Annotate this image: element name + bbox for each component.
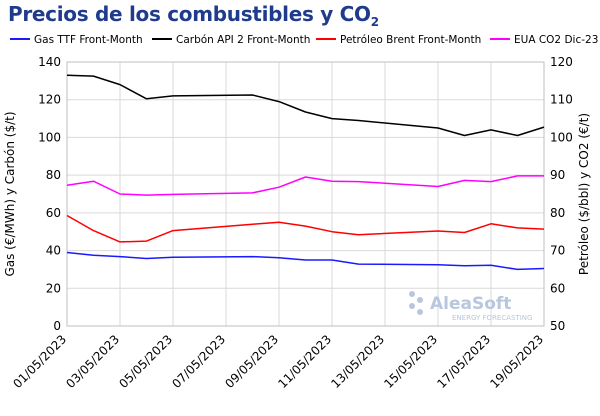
y-right-tick-label: 90 [550, 168, 565, 182]
chart-title-text: Precios de los combustibles y CO [8, 2, 371, 26]
y-right-axis-title: Petróleo ($/bbl) y CO2 (€/t) [577, 113, 591, 275]
legend-label-eua: EUA CO2 Dic-23 [514, 34, 599, 46]
plot-frame [66, 61, 545, 327]
series-line-gas [66, 251, 545, 271]
x-tick-label: 09/05/2023 [222, 332, 281, 391]
series-line-coal [66, 74, 545, 137]
series-line-brent [66, 214, 545, 243]
watermark-dot [409, 291, 415, 297]
y-right-tick-label: 100 [550, 130, 573, 144]
x-tick-label: 19/05/2023 [487, 332, 546, 391]
watermark-brand: AleaSoft [430, 294, 511, 314]
legend-swatch-coal [152, 38, 172, 40]
y-left-tick-label: 80 [46, 168, 61, 182]
y-left-tick-label: 60 [46, 206, 61, 220]
legend-label-coal: Carbón API 2 Front-Month [176, 34, 311, 46]
y-left-axis-title: Gas (€/MWh) y Carbón ($/t) [3, 111, 17, 276]
y-right-tick-label: 50 [550, 319, 565, 333]
legend-item-coal: Carbón API 2 Front-Month [152, 34, 310, 46]
y-right-tick-label: 70 [550, 244, 565, 258]
legend-item-eua: EUA CO2 Dic-23 [490, 34, 598, 46]
legend-label-gas: Gas TTF Front-Month [34, 34, 143, 46]
y-left-tick-label: 140 [38, 55, 61, 69]
x-tick-label: 11/05/2023 [275, 332, 334, 391]
legend-swatch-eua [490, 38, 510, 40]
watermark-dot [417, 297, 423, 303]
x-tick-label: 01/05/2023 [10, 332, 69, 391]
y-right-tick-label: 110 [550, 93, 573, 107]
watermark-tagline: ENERGY FORECASTING [452, 314, 532, 322]
legend-item-gas: Gas TTF Front-Month [10, 34, 143, 46]
y-left-tick-label: 40 [46, 244, 61, 258]
y-right-tick-label: 120 [550, 55, 573, 69]
y-left-tick-label: 0 [53, 319, 61, 333]
x-tick-label: 05/05/2023 [116, 332, 175, 391]
x-tick-label: 17/05/2023 [434, 332, 493, 391]
watermark-dot [409, 303, 415, 309]
legend-item-brent: Petróleo Brent Front-Month [316, 34, 481, 46]
chart-title: Precios de los combustibles y CO2 [8, 2, 379, 29]
y-left-tick-label: 20 [46, 281, 61, 295]
chart-legend: Gas TTF Front-Month Carbón API 2 Front-M… [10, 34, 598, 50]
series-line-eua [66, 175, 544, 196]
x-tick-label: 13/05/2023 [328, 332, 387, 391]
legend-label-brent: Petróleo Brent Front-Month [340, 34, 482, 46]
watermark-dot [417, 309, 423, 315]
chart-title-subscript: 2 [370, 15, 379, 29]
y-right-tick-label: 60 [550, 281, 565, 295]
x-tick-label: 15/05/2023 [381, 332, 440, 391]
x-tick-label: 07/05/2023 [169, 332, 228, 391]
y-left-tick-label: 120 [38, 93, 61, 107]
y-left-tick-label: 100 [38, 130, 61, 144]
legend-swatch-brent [316, 38, 336, 40]
x-tick-label: 03/05/2023 [63, 332, 122, 391]
y-right-tick-label: 80 [550, 206, 565, 220]
legend-swatch-gas [10, 38, 30, 40]
